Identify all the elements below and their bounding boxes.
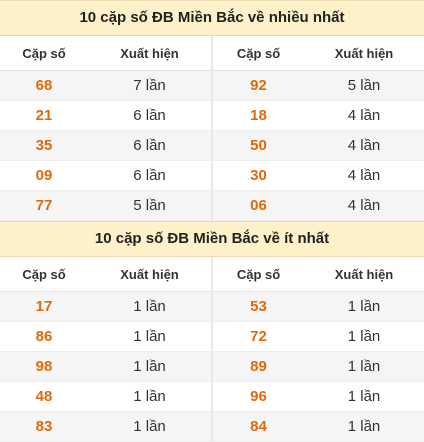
pair-number: 35 [0, 130, 88, 161]
pair-number: 86 [0, 321, 88, 352]
pair-number: 98 [0, 351, 88, 382]
column-header-pair: Cặp số [0, 257, 88, 292]
table-row: 48 1 lần 96 1 lần [0, 381, 424, 412]
column-header-count: Xuất hiện [304, 257, 424, 292]
occurrence-count: 5 lần [88, 190, 212, 221]
table-row: 21 6 lần 18 4 lần [0, 100, 424, 131]
column-header-count: Xuất hiện [88, 257, 212, 292]
occurrence-count: 1 lần [304, 351, 424, 382]
occurrence-count: 1 lần [304, 321, 424, 352]
column-header-pair: Cặp số [0, 36, 88, 71]
table-row: 98 1 lần 89 1 lần [0, 351, 424, 382]
table-row: 09 6 lần 30 4 lần [0, 160, 424, 191]
table-header-row: Cặp số Xuất hiện Cặp số Xuất hiện [0, 36, 424, 71]
pair-number: 53 [211, 291, 304, 322]
table-row: 68 7 lần 92 5 lần [0, 70, 424, 101]
column-header-pair: Cặp số [211, 36, 304, 71]
pair-number: 72 [211, 321, 304, 352]
pair-number: 06 [211, 190, 304, 221]
pair-number: 96 [211, 381, 304, 412]
pair-number: 50 [211, 130, 304, 161]
occurrence-count: 1 lần [88, 291, 212, 322]
pair-number: 83 [0, 411, 88, 442]
occurrence-count: 4 lần [304, 130, 424, 161]
pair-number: 92 [211, 70, 304, 101]
table-row: 86 1 lần 72 1 lần [0, 321, 424, 352]
column-header-count: Xuất hiện [88, 36, 212, 71]
occurrence-count: 1 lần [304, 381, 424, 412]
occurrence-count: 1 lần [88, 321, 212, 352]
pair-number: 77 [0, 190, 88, 221]
pair-number: 18 [211, 100, 304, 131]
occurrence-count: 6 lần [88, 130, 212, 161]
occurrence-count: 1 lần [88, 411, 212, 442]
pair-number: 21 [0, 100, 88, 131]
table-row: 77 5 lần 06 4 lần [0, 190, 424, 221]
column-header-count: Xuất hiện [304, 36, 424, 71]
most-frequent-table: Cặp số Xuất hiện Cặp số Xuất hiện 68 7 l… [0, 36, 424, 221]
section-title: 10 cặp số ĐB Miền Bắc về ít nhất [0, 221, 424, 257]
most-frequent-section: 10 cặp số ĐB Miền Bắc về nhiều nhất Cặp … [0, 0, 424, 221]
table-row: 35 6 lần 50 4 lần [0, 130, 424, 161]
pair-number: 30 [211, 160, 304, 191]
occurrence-count: 4 lần [304, 190, 424, 221]
occurrence-count: 4 lần [304, 160, 424, 191]
occurrence-count: 5 lần [304, 70, 424, 101]
least-frequent-section: 10 cặp số ĐB Miền Bắc về ít nhất Cặp số … [0, 221, 424, 442]
occurrence-count: 4 lần [304, 100, 424, 131]
occurrence-count: 6 lần [88, 100, 212, 131]
occurrence-count: 1 lần [88, 381, 212, 412]
column-header-pair: Cặp số [211, 257, 304, 292]
table-row: 17 1 lần 53 1 lần [0, 291, 424, 322]
occurrence-count: 1 lần [88, 351, 212, 382]
pair-number: 48 [0, 381, 88, 412]
section-title: 10 cặp số ĐB Miền Bắc về nhiều nhất [0, 0, 424, 36]
table-row: 83 1 lần 84 1 lần [0, 411, 424, 442]
occurrence-count: 7 lần [88, 70, 212, 101]
pair-number: 68 [0, 70, 88, 101]
least-frequent-table: Cặp số Xuất hiện Cặp số Xuất hiện 17 1 l… [0, 257, 424, 442]
pair-number: 84 [211, 411, 304, 442]
table-header-row: Cặp số Xuất hiện Cặp số Xuất hiện [0, 257, 424, 292]
pair-number: 89 [211, 351, 304, 382]
pair-number: 17 [0, 291, 88, 322]
occurrence-count: 1 lần [304, 291, 424, 322]
pair-number: 09 [0, 160, 88, 191]
occurrence-count: 1 lần [304, 411, 424, 442]
occurrence-count: 6 lần [88, 160, 212, 191]
